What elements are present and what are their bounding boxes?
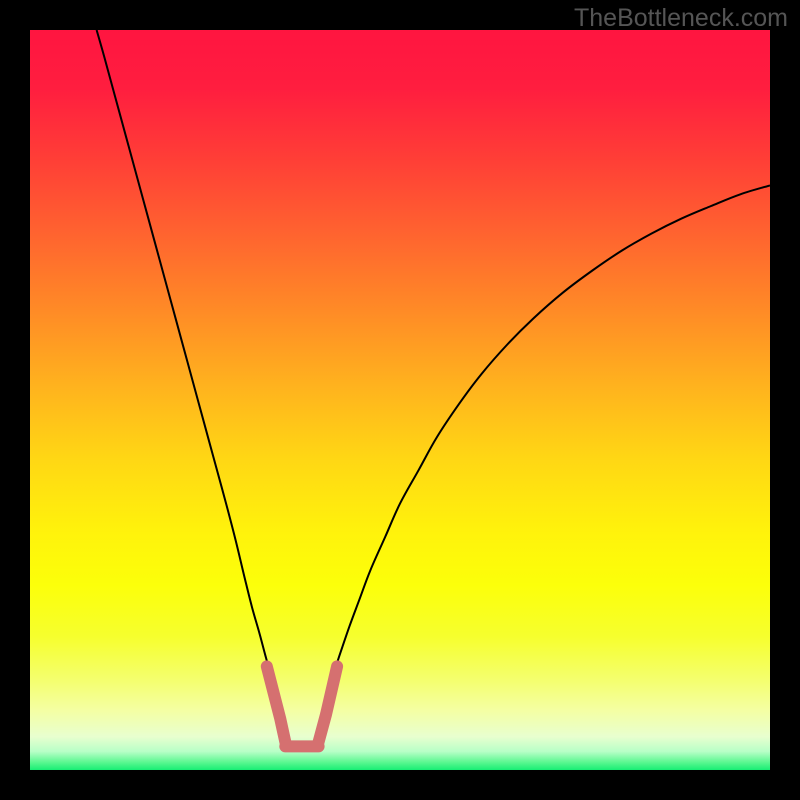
- gradient-background: [30, 30, 770, 770]
- plot-area: [30, 30, 770, 770]
- chart-svg: [30, 30, 770, 770]
- watermark-text: TheBottleneck.com: [574, 4, 788, 33]
- outer-frame: TheBottleneck.com: [0, 0, 800, 800]
